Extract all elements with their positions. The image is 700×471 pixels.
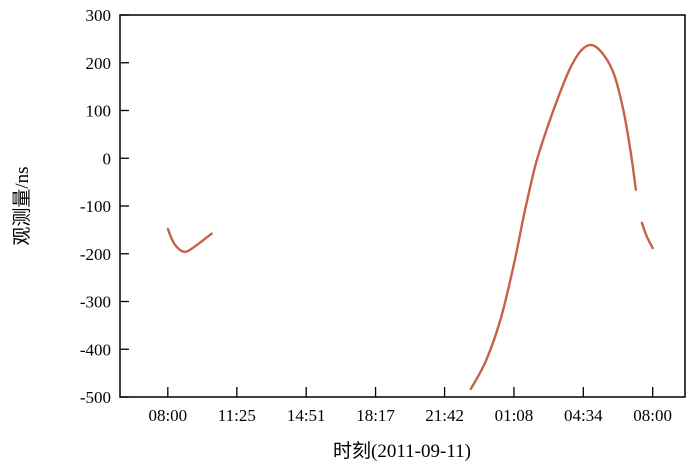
series-line-1 — [166, 227, 213, 254]
plot-frame — [119, 14, 686, 398]
x-axis: 08:00 11:25 14:51 18:17 21:42 01:08 04:34 08:00 — [148, 387, 672, 425]
series-line-3 — [640, 221, 654, 250]
x-tick-label: 18:17 — [356, 406, 395, 425]
y-tick-label: 100 — [86, 102, 112, 121]
y-tick-label: 0 — [103, 149, 112, 168]
x-tick-label: 01:08 — [495, 406, 534, 425]
y-axis-label: 观测量/ns — [11, 166, 33, 245]
x-tick-label: 08:00 — [148, 406, 187, 425]
y-tick-label: 300 — [86, 6, 112, 25]
x-axis-label: 时刻(2011-09-11) — [333, 440, 471, 462]
y-axis: 300 200 100 0 -100 -200 -300 -400 -500 — [80, 6, 129, 407]
y-tick-label: -500 — [80, 388, 111, 407]
y-tick-label: 200 — [86, 54, 112, 73]
x-tick-label: 11:25 — [218, 406, 256, 425]
y-tick-label: -400 — [80, 340, 111, 359]
x-tick-label: 14:51 — [287, 406, 326, 425]
y-tick-label: -300 — [80, 293, 111, 312]
series-layer — [166, 43, 654, 391]
x-tick-label: 21:42 — [425, 406, 464, 425]
series-line-2 — [469, 43, 638, 391]
x-tick-label: 04:34 — [564, 406, 603, 425]
y-tick-label: -200 — [80, 245, 111, 264]
y-tick-label: -100 — [80, 197, 111, 216]
x-tick-label: 08:00 — [633, 406, 672, 425]
